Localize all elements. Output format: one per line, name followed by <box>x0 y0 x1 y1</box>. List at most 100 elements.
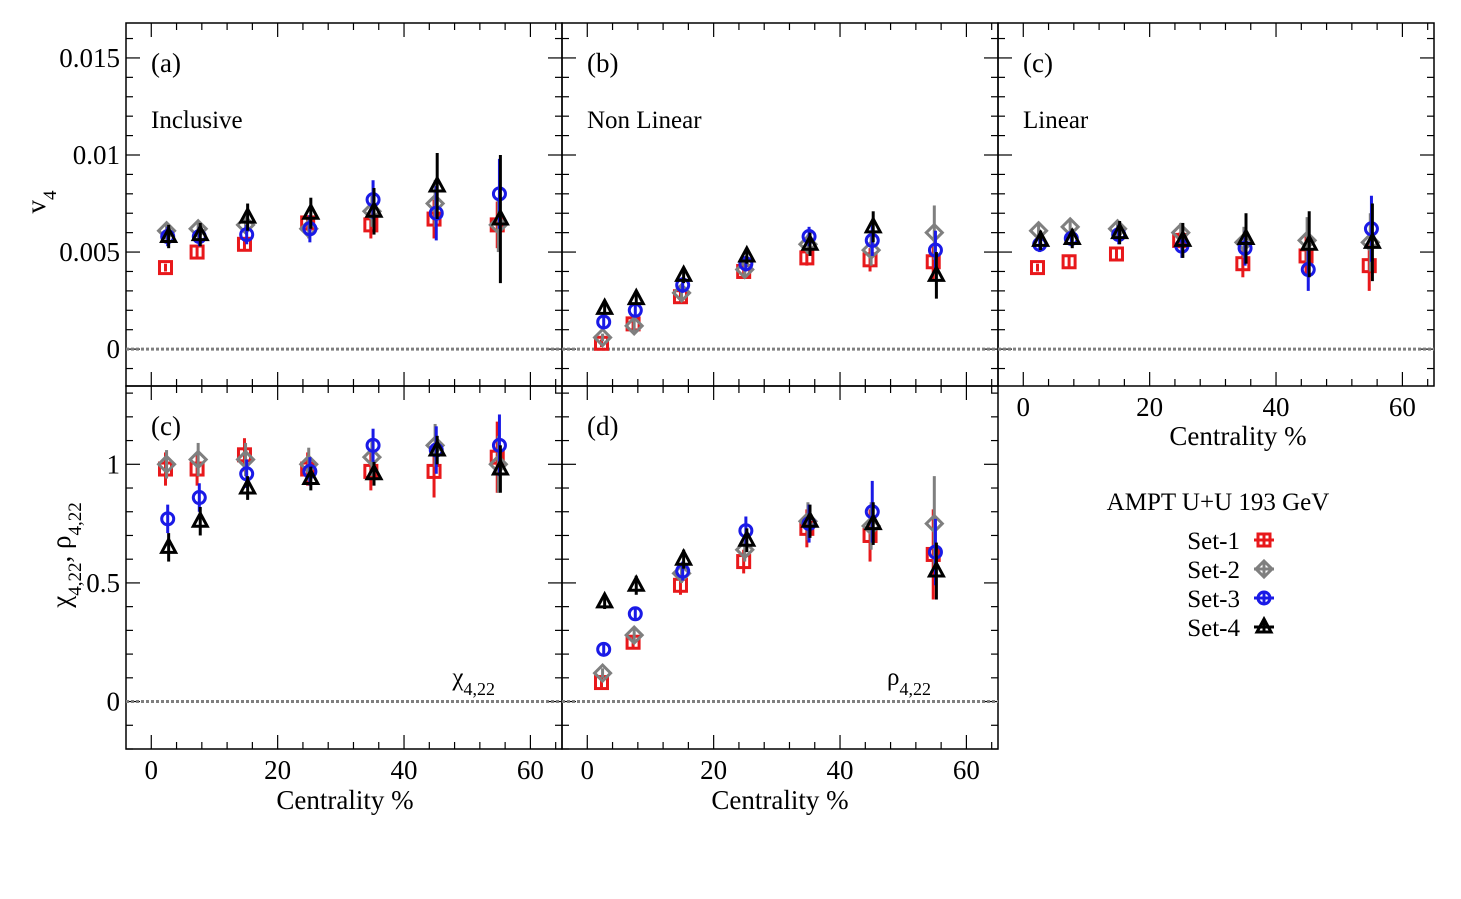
x-tick-label: 40 <box>827 755 854 785</box>
series-set-1 <box>157 421 505 498</box>
bottom-y-axis-title-rho: ρ <box>46 536 76 549</box>
data-point <box>427 438 447 457</box>
panel-annotation: ρ4,22 <box>887 664 931 699</box>
series-set-4 <box>159 153 510 284</box>
data-point <box>190 223 210 242</box>
series-set-1 <box>1029 232 1377 291</box>
data-point <box>301 467 321 486</box>
top-y-axis-title: v4 <box>21 190 61 214</box>
data-point <box>427 174 447 193</box>
panel-c-lower: 0 20 40 60 0 0.5 1 (c) χ4,22 <box>86 385 563 785</box>
series-set-3 <box>1032 195 1379 291</box>
data-point <box>490 457 510 476</box>
data-point <box>592 662 613 684</box>
data-point <box>238 476 258 495</box>
panel-annotation-sub: 4,22 <box>464 679 496 699</box>
series-set-1 <box>157 199 505 276</box>
data-point <box>592 327 613 348</box>
series-set-2 <box>1028 213 1381 272</box>
data-point <box>1110 221 1130 240</box>
data-point <box>236 236 252 252</box>
data-point <box>1029 260 1045 276</box>
data-point <box>595 590 615 609</box>
panel-b: (b) Non Linear <box>561 22 999 387</box>
data-point <box>734 539 755 560</box>
series-set-3 <box>596 480 943 657</box>
series-set-2 <box>156 423 509 493</box>
data-point <box>189 244 205 260</box>
y-tick-label: 1 <box>107 449 121 479</box>
x-tick-label: 20 <box>264 755 291 785</box>
data-point <box>926 559 946 578</box>
data-point <box>800 510 820 528</box>
series-set-1 <box>593 509 941 691</box>
x-tick-label: 0 <box>1017 392 1031 422</box>
x-tick-label: 60 <box>1389 392 1416 422</box>
data-point <box>624 315 645 336</box>
data-point <box>626 574 646 592</box>
series-set-4 <box>595 211 946 315</box>
data-point <box>674 548 694 566</box>
x-tick-label: 60 <box>517 755 544 785</box>
panel-d: 0 20 40 60 (d) ρ4,22 <box>561 385 999 785</box>
data-point <box>596 314 612 330</box>
data-point <box>624 624 645 646</box>
data-point <box>595 297 615 315</box>
data-point <box>365 437 381 453</box>
x-tick-label: 60 <box>953 755 980 785</box>
x-tick-label: 0 <box>145 755 159 785</box>
top-y-axis-title-sub: 4 <box>40 190 61 200</box>
data-point <box>364 200 384 218</box>
data-point <box>490 207 510 226</box>
x-tick-label: 20 <box>700 755 727 785</box>
data-point <box>159 536 179 554</box>
data-point <box>156 454 177 475</box>
data-point <box>596 641 612 657</box>
data-point <box>301 202 321 220</box>
data-point <box>1236 227 1256 245</box>
data-point <box>361 447 383 468</box>
x-axis-title-d: Centrality % <box>711 785 848 815</box>
panel-tag: (d) <box>587 411 618 441</box>
legend-marker <box>1256 532 1272 548</box>
panel-tag: (a) <box>151 48 181 78</box>
x-tick-label: 0 <box>581 755 595 785</box>
data-point <box>1108 246 1124 262</box>
data-point <box>1299 233 1319 251</box>
series-set-2 <box>592 205 945 348</box>
data-point <box>1362 231 1382 249</box>
data-point <box>1062 227 1082 245</box>
bottom-y-axis-title-chi: χ <box>46 596 76 609</box>
top-y-axis-title-main: v <box>21 200 51 214</box>
panel-title: Inclusive <box>151 107 243 134</box>
data-point <box>157 260 173 276</box>
legend-label: Set-2 <box>1187 557 1240 584</box>
panel-annotation-main: χ <box>451 664 463 691</box>
series-set-2 <box>592 476 945 684</box>
data-point <box>364 462 384 481</box>
legend-label: Set-3 <box>1187 586 1240 613</box>
legend-label: Set-4 <box>1187 615 1240 642</box>
x-tick-label: 40 <box>391 755 418 785</box>
panel-tag: (c) <box>1023 48 1053 78</box>
series-set-3 <box>160 414 507 534</box>
series-set-4 <box>1031 203 1382 282</box>
plot-frame <box>561 385 999 750</box>
panel-annotation-main: ρ <box>887 664 899 691</box>
data-point <box>190 510 210 528</box>
y-tick-label: 0.01 <box>73 140 120 170</box>
series-set-1 <box>593 244 941 351</box>
data-point <box>737 529 757 547</box>
plot-frame <box>997 22 1435 387</box>
series-set-3 <box>160 158 507 247</box>
data-point <box>1173 229 1193 247</box>
data-point <box>674 264 694 282</box>
data-point <box>626 287 646 306</box>
y-tick-label: 0 <box>107 334 121 364</box>
y-tick-label: 0 <box>107 687 121 717</box>
series-set-4 <box>595 502 946 610</box>
panel-title: Non Linear <box>587 107 702 134</box>
series-set-3 <box>596 224 943 330</box>
